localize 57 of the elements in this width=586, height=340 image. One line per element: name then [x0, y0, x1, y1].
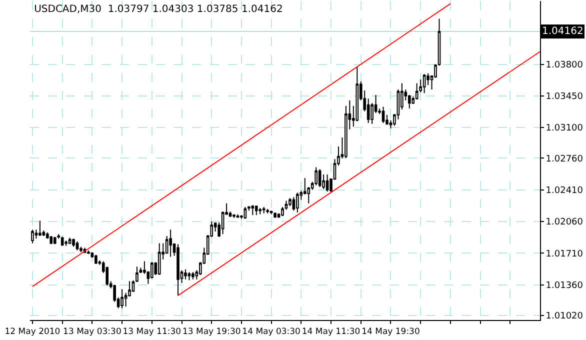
candlestick [184, 268, 187, 280]
candlestick [60, 236, 64, 246]
candlestick [64, 240, 68, 246]
candlestick [38, 220, 42, 236]
candlestick [53, 236, 56, 245]
y-tick-label: 1.01710 [546, 249, 584, 260]
x-tick-label: 13 May 11:30 [122, 327, 182, 338]
candlestick [136, 266, 138, 283]
candlestick [94, 254, 98, 264]
candlestick [262, 206, 266, 214]
candlestick [274, 212, 276, 218]
x-tick-label: 14 May 03:30 [242, 327, 300, 338]
candlestick [296, 192, 299, 213]
x-tick-label: 14 May 19:30 [362, 327, 420, 338]
y-tick-label: 1.02760 [546, 154, 584, 164]
candlestick [192, 272, 194, 280]
candlestick [236, 214, 240, 218]
candlestick [188, 272, 191, 281]
y-tick-label: 1.02410 [546, 186, 584, 196]
candlestick [232, 214, 236, 218]
x-tick-label: 13 May 19:30 [182, 327, 241, 338]
candlestick [251, 204, 254, 216]
candlestick [158, 242, 161, 276]
y-tick-label: 1.03100 [546, 124, 584, 134]
y-tick-label: 1.01020 [546, 312, 584, 322]
candlestick [120, 288, 124, 309]
candlestick [292, 196, 296, 212]
candlestick [87, 250, 90, 255]
candlestick [50, 235, 53, 245]
candlestick [31, 229, 34, 244]
candlestick [422, 74, 426, 94]
y-tick-label: 1.01360 [546, 280, 584, 291]
y-tick-label: 1.03450 [546, 92, 584, 102]
candlestick [288, 198, 292, 207]
y-tick-label: 1.03800 [546, 60, 584, 70]
ref-line-label: 1.04162 [542, 26, 584, 37]
candlestick [72, 238, 75, 248]
candlestick [76, 240, 79, 251]
candlestick [248, 206, 250, 212]
candlestick [254, 206, 258, 216]
chart-title: USDCAD,M30 1.03797 1.04303 1.03785 1.04162 [34, 4, 283, 16]
candlestick [270, 210, 273, 215]
x-tick-label: 12 May 2010 [4, 327, 60, 338]
candlestick [169, 229, 172, 258]
x-tick-label: 14 May 11:30 [302, 327, 360, 338]
candlestick [318, 168, 322, 188]
candlestick [244, 206, 247, 220]
candlestick [314, 166, 318, 186]
candlestick [382, 106, 385, 124]
y-tick-label: 1.02060 [546, 218, 584, 228]
candlestick [266, 208, 269, 214]
candlestick [326, 174, 329, 192]
candlestick [176, 244, 180, 296]
candlestick [415, 82, 418, 100]
candlestick [258, 207, 262, 215]
x-tick-label: 13 May 03:30 [63, 327, 122, 338]
candlestick [132, 280, 135, 292]
